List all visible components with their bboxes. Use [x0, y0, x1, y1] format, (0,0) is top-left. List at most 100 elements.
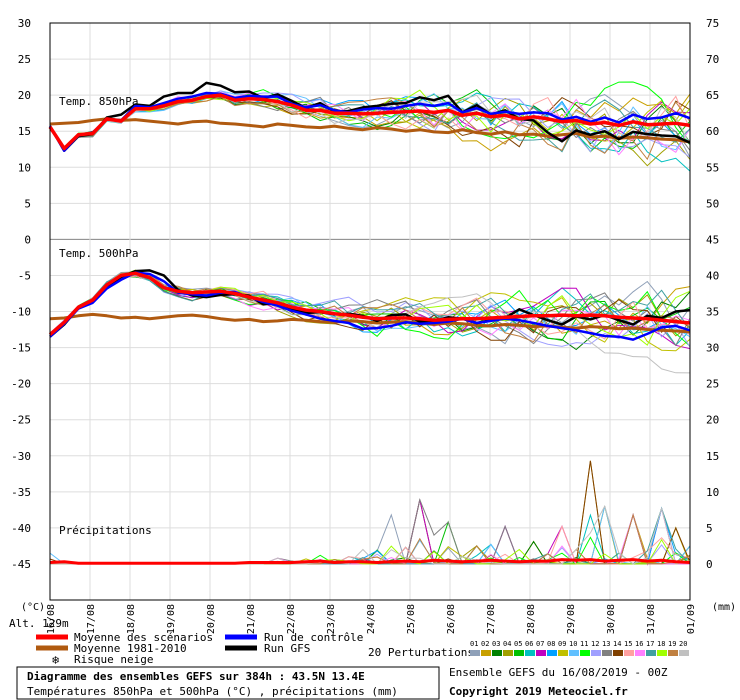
- chart-title: Diagramme des ensembles GEFS sur 384h : …: [27, 670, 365, 683]
- perturbation-swatch: [591, 650, 601, 656]
- perturbation-id: 11: [580, 640, 588, 648]
- date-label: 20/08: [206, 604, 217, 634]
- mean-line-t850: [48, 93, 691, 151]
- main-series: [48, 81, 691, 565]
- perturbation-id: 17: [646, 640, 654, 648]
- legend-label-mean: Moyenne des scénarios: [74, 631, 213, 644]
- left-tick-label: -45: [11, 558, 31, 571]
- right-tick-label: 25: [706, 378, 719, 391]
- right-tick-label: 60: [706, 125, 719, 138]
- left-tick-label: 5: [24, 197, 31, 210]
- date-label: 21/08: [246, 604, 257, 634]
- right-tick-label: 65: [706, 89, 719, 102]
- clim-line-t500: [49, 312, 691, 334]
- left-axis-unit: (°C): [21, 602, 45, 613]
- right-tick-label: 0: [706, 558, 713, 571]
- perturbation-id: 20: [679, 640, 687, 648]
- left-tick-label: 10: [18, 161, 31, 174]
- perturbation-swatch: [481, 650, 491, 656]
- right-tick-label: 10: [706, 486, 719, 499]
- perturbation-id: 04: [503, 640, 511, 648]
- perturbation-id: 15: [624, 640, 632, 648]
- clim-line-t850: [49, 117, 691, 144]
- left-tick-label: 15: [18, 125, 31, 138]
- perturbation-swatch: [569, 650, 579, 656]
- left-tick-label: -40: [11, 522, 31, 535]
- perturbation-t500-17: [49, 273, 691, 337]
- date-label: 18/08: [126, 604, 137, 634]
- legend-label-clim: Moyenne 1981-2010: [74, 642, 187, 655]
- copyright: Copyright 2019 Meteociel.fr: [449, 685, 628, 698]
- plot-frame: [49, 22, 691, 601]
- right-tick-label: 5: [706, 522, 713, 535]
- date-label: 27/08: [486, 604, 497, 634]
- perturbation-swatch: [558, 650, 568, 656]
- left-tick-label: -25: [11, 414, 31, 427]
- left-tick-label: 20: [18, 89, 31, 102]
- perturbation-swatch: [492, 650, 502, 656]
- perturbation-legend: 01 02 03 04 05 06 07 08 09 10 11 12 13 14 15 16 17 18 19 20: [470, 640, 689, 656]
- perturbation-id: 08: [547, 640, 555, 648]
- perturbation-t500-19: [49, 271, 691, 343]
- left-tick-label: -5: [18, 269, 31, 282]
- left-tick-label: -30: [11, 450, 31, 463]
- right-tick-label: 15: [706, 450, 719, 463]
- perturbation-swatch: [547, 650, 557, 656]
- left-tick-label: -15: [11, 342, 31, 355]
- right-tick-label: 55: [706, 161, 719, 174]
- perturbation-id: 10: [569, 640, 577, 648]
- perturbation-swatch: [470, 650, 480, 656]
- date-label: 01/09: [686, 604, 697, 634]
- date-label: 23/08: [326, 604, 337, 634]
- panel-label-t500: Temp. 500hPa: [59, 247, 138, 260]
- perturbation-swatch: [602, 650, 612, 656]
- date-label: 28/08: [526, 604, 537, 634]
- panel-label-precip: Précipitations: [59, 524, 152, 537]
- right-tick-label: 50: [706, 197, 719, 210]
- perturbation-id: 03: [492, 640, 500, 648]
- right-tick-label: 20: [706, 414, 719, 427]
- date-label: 25/08: [406, 604, 417, 634]
- legend-label-snow: Risque neige: [74, 653, 153, 666]
- perturbation-swatch: [679, 650, 689, 656]
- perturbation-swatch: [646, 650, 656, 656]
- left-tick-label: 30: [18, 17, 31, 30]
- perturbation-id: 16: [635, 640, 643, 648]
- left-tick-label: -10: [11, 306, 31, 319]
- date-label: 22/08: [286, 604, 297, 634]
- left-tick-label: 0: [24, 233, 31, 246]
- legend: Moyenne des scénarios Moyenne 1981-2010 …: [36, 631, 689, 667]
- panel-label-t850: Temp. 850hPa: [59, 95, 138, 108]
- mean-line-precip: [49, 558, 691, 565]
- perturbation-swatch: [624, 650, 634, 656]
- mean-line-t500: [48, 271, 691, 336]
- perturbation-swatch: [514, 650, 524, 656]
- right-tick-label: 30: [706, 342, 719, 355]
- altitude-label: Alt. 129m: [9, 617, 69, 630]
- perturbation-id: 12: [591, 640, 599, 648]
- perturbation-id: 19: [668, 640, 676, 648]
- perturbation-id: 18: [657, 640, 665, 648]
- legend-label-control: Run de contrôle: [264, 631, 363, 644]
- perturbation-id: 07: [536, 640, 544, 648]
- right-tick-label: 70: [706, 53, 719, 66]
- perturbation-id: 09: [558, 640, 566, 648]
- date-label: 16/08: [46, 604, 57, 634]
- perturbation-swatch: [536, 650, 546, 656]
- right-tick-label: 40: [706, 269, 719, 282]
- legend-label-perturbations: 20 Perturbations: [368, 646, 474, 659]
- date-label: 24/08: [366, 604, 377, 634]
- left-tick-label: 25: [18, 53, 31, 66]
- right-tick-label: 45: [706, 233, 719, 246]
- date-label: 31/08: [646, 604, 657, 634]
- snowflake-icon: ❄: [52, 653, 59, 667]
- date-label: 17/08: [86, 604, 97, 634]
- date-label: 30/08: [606, 604, 617, 634]
- perturbation-swatch: [580, 650, 590, 656]
- perturbation-id: 02: [481, 640, 489, 648]
- perturbation-swatch: [613, 650, 623, 656]
- right-tick-label: 75: [706, 17, 719, 30]
- perturbation-id: 14: [613, 640, 621, 648]
- perturbation-swatch: [668, 650, 678, 656]
